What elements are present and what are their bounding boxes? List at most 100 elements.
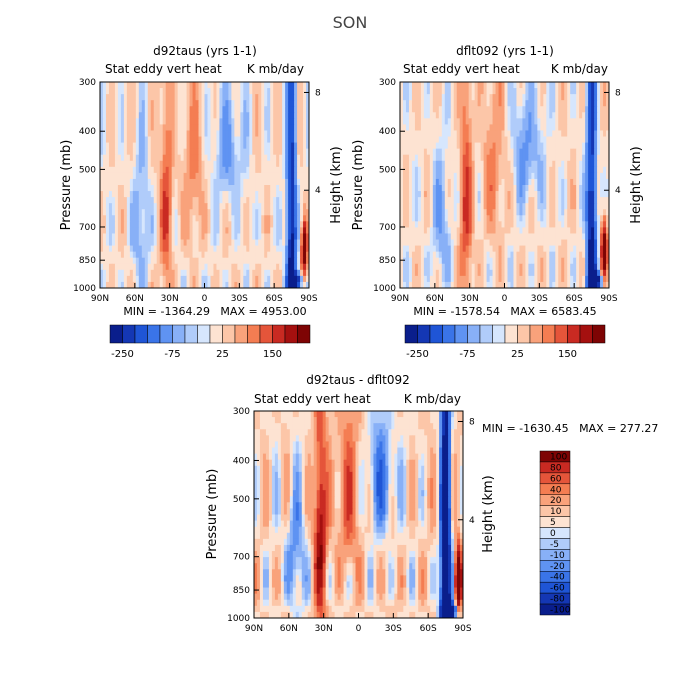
field-cell — [249, 263, 253, 271]
field-cell — [306, 275, 309, 283]
field-cell — [246, 191, 250, 198]
field-cell — [501, 227, 505, 234]
field-cell — [459, 178, 464, 186]
field-cell — [582, 245, 586, 253]
field-cell — [255, 245, 259, 253]
field-cell — [450, 245, 455, 253]
field-cell — [510, 112, 514, 119]
field-cell — [198, 269, 202, 277]
field-cell — [450, 275, 455, 283]
field-cell — [294, 245, 298, 253]
field-cell — [231, 257, 235, 265]
field-cell — [261, 275, 265, 283]
field-cell — [447, 239, 452, 246]
field-cell — [501, 88, 505, 95]
field-cell — [189, 82, 193, 89]
field-cell — [234, 191, 238, 198]
field-cell — [189, 233, 193, 240]
field-cell — [225, 142, 229, 150]
field-cell — [240, 160, 244, 168]
field-cell — [543, 118, 547, 125]
field-cell — [141, 203, 146, 210]
field-cell — [567, 191, 571, 198]
field-cell — [108, 112, 113, 119]
field-cell — [516, 275, 520, 283]
field-cell — [225, 251, 229, 259]
field-cell — [255, 239, 259, 246]
field-cell — [174, 136, 179, 143]
field-cell — [504, 166, 508, 174]
field-cell — [258, 172, 262, 180]
field-cell — [153, 130, 158, 137]
field-cell — [477, 178, 482, 186]
field-cell — [114, 82, 119, 89]
field-cell — [156, 154, 161, 162]
field-cell — [105, 130, 110, 137]
field-cell — [564, 88, 568, 95]
field-cell — [159, 166, 164, 174]
field-cell — [405, 215, 410, 222]
field-cell — [549, 160, 553, 168]
field-cell — [201, 88, 205, 95]
field-cell — [594, 197, 598, 204]
field-cell — [594, 227, 598, 234]
field-cell — [432, 245, 437, 253]
field-cell — [138, 118, 143, 125]
field-cell — [210, 130, 214, 137]
field-cell — [168, 166, 173, 174]
field-cell — [282, 94, 286, 101]
field-cell — [198, 88, 202, 95]
field-cell — [225, 275, 229, 283]
field-cell — [285, 227, 289, 234]
field-cell — [285, 197, 289, 204]
field-cell — [414, 172, 419, 180]
field-cell — [306, 215, 309, 222]
field-cell — [552, 106, 556, 113]
field-cell — [186, 118, 190, 125]
field-cell — [546, 100, 550, 107]
field-cell — [603, 275, 607, 283]
field-cell — [471, 281, 476, 288]
field-cell — [582, 281, 586, 288]
field-cell — [120, 172, 125, 180]
field-cell — [525, 172, 529, 180]
field-cell — [186, 185, 190, 192]
field-cell — [361, 411, 365, 418]
field-cell — [507, 82, 511, 89]
field-cell — [603, 239, 607, 246]
field-cell — [441, 281, 446, 288]
field-cell — [174, 178, 179, 186]
field-cell — [438, 166, 443, 174]
field-cell — [564, 160, 568, 168]
field-cell — [294, 130, 298, 137]
field-cell — [141, 209, 146, 216]
field-cell — [102, 233, 107, 240]
field-cell — [519, 124, 523, 131]
field-cell — [426, 148, 431, 156]
field-cell — [507, 263, 511, 271]
field-cell — [462, 178, 467, 186]
field-cell — [129, 239, 134, 246]
field-cell — [588, 197, 592, 204]
field-cell — [255, 154, 259, 162]
field-cell — [474, 82, 479, 89]
field-cell — [561, 88, 565, 95]
field-cell — [444, 275, 449, 283]
field-cell — [201, 239, 205, 246]
field-cell — [288, 88, 292, 95]
field-cell — [100, 209, 104, 216]
field-cell — [420, 178, 425, 186]
field-cell — [519, 160, 523, 168]
field-cell — [603, 100, 607, 107]
field-cell — [288, 106, 292, 113]
field-cell — [306, 172, 309, 180]
field-cell — [498, 221, 502, 228]
field-cell — [297, 251, 301, 259]
field-cell — [495, 178, 499, 186]
field-cell — [168, 124, 173, 131]
field-cell — [597, 275, 601, 283]
field-cell — [144, 166, 149, 174]
field-cell — [213, 118, 217, 125]
field-cell — [204, 263, 208, 271]
field-cell — [168, 106, 173, 113]
